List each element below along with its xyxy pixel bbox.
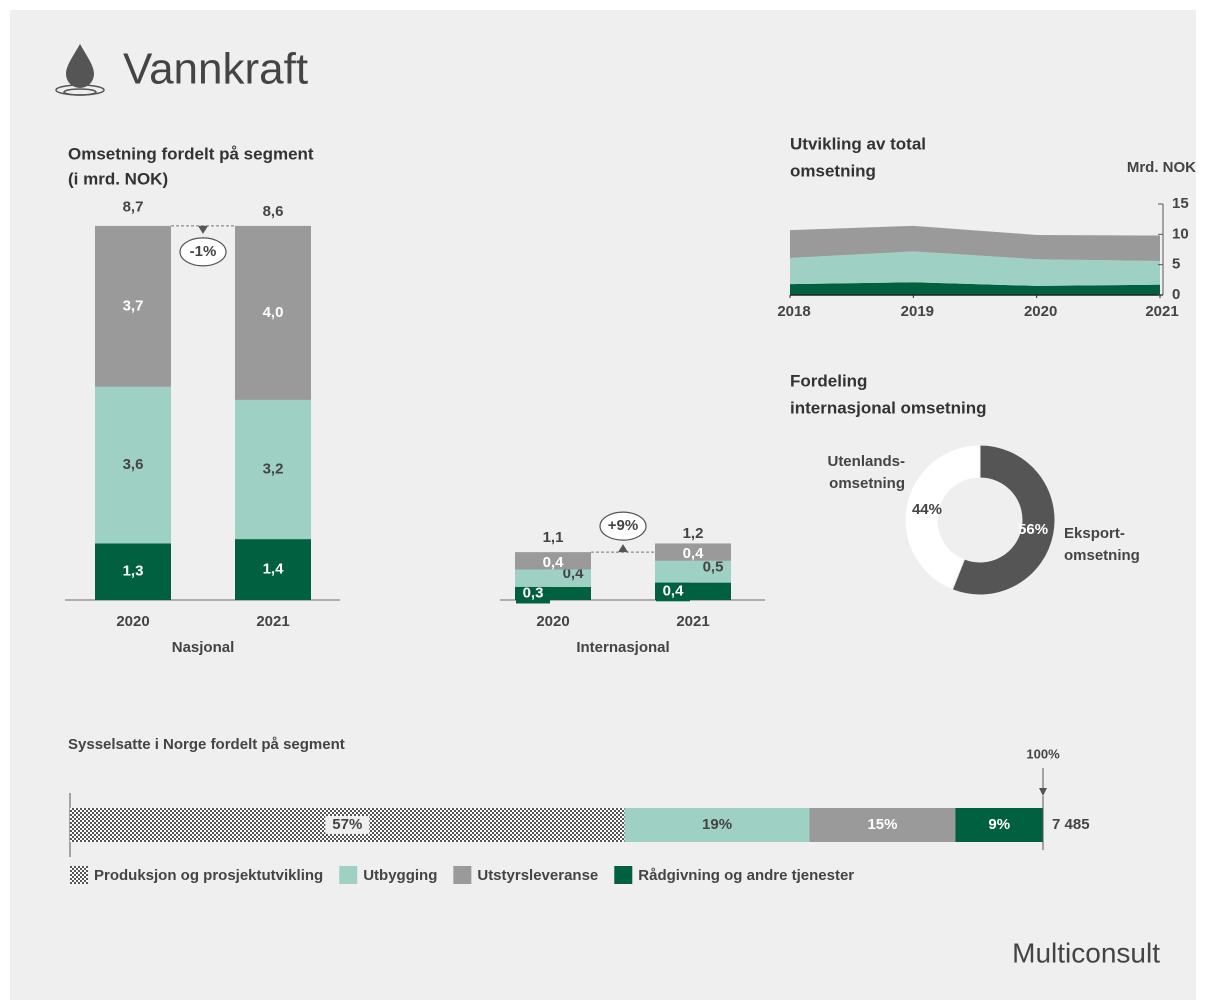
bar-segment — [809, 808, 956, 842]
total-label: 7 485 — [1052, 816, 1090, 833]
area — [790, 282, 1160, 295]
label-bg — [325, 816, 370, 834]
marker-label: 100% — [1026, 746, 1060, 761]
value-label: 3,6 — [123, 456, 144, 473]
label-bg — [656, 581, 690, 602]
bar-segment — [235, 539, 311, 600]
change-label: +9% — [608, 517, 638, 534]
x-tick-label: 2020 — [536, 613, 569, 630]
total-label: 1,1 — [543, 529, 564, 546]
donut-slice — [951, 444, 1056, 596]
area — [790, 251, 1160, 286]
bar-segment — [235, 399, 311, 540]
bar-segment — [95, 543, 171, 600]
change-arrow — [618, 544, 628, 553]
legend-swatch — [453, 866, 472, 884]
legend-label: Rådgivning og andre tjenester — [638, 867, 854, 884]
category-label: omsetning — [1064, 547, 1140, 564]
bar-segment — [95, 225, 171, 387]
value-label: 57% — [332, 816, 362, 833]
group-label: Nasjonal — [172, 639, 235, 656]
x-tick-label: 2019 — [901, 303, 934, 320]
category-label: Utenlands- — [827, 453, 905, 470]
drop-icon — [55, 44, 105, 96]
category-label: omsetning — [829, 475, 905, 492]
x-tick-label: 2021 — [256, 613, 289, 630]
value-label: 0,5 — [703, 559, 724, 576]
value-label: 56% — [1018, 521, 1048, 538]
value-label: 0,4 — [543, 554, 565, 571]
area — [790, 225, 1160, 262]
x-tick-label: 2021 — [1145, 303, 1178, 320]
legend-swatch — [339, 866, 358, 884]
change-bubble — [179, 237, 227, 267]
donut-slice — [904, 444, 981, 591]
value-label: 0,4 — [683, 545, 705, 562]
y-axis-label: Mrd. NOK — [1127, 159, 1196, 176]
bar-segment — [955, 808, 1043, 842]
x-tick-label: 2018 — [777, 303, 810, 320]
value-label: 15% — [867, 816, 897, 833]
chart-title: Omsetning fordelt på segment — [68, 144, 314, 163]
legend-label: Utbygging — [363, 867, 437, 884]
value-label: 1,3 — [123, 563, 144, 580]
label-bg — [516, 583, 550, 604]
bar-segment — [624, 808, 810, 842]
value-label: 0,4 — [663, 582, 685, 599]
change-arrow — [198, 225, 208, 234]
legend-swatch — [70, 866, 88, 884]
group-label: Internasjonal — [576, 639, 669, 656]
page-title: Vannkraft — [123, 45, 308, 94]
y-tick-label: 15 — [1172, 195, 1189, 212]
value-label: 3,7 — [123, 297, 144, 314]
x-tick-label: 2020 — [1024, 303, 1057, 320]
legend-label: Produksjon og prosjektutvikling — [94, 867, 323, 884]
total-label: 1,2 — [683, 525, 704, 542]
x-tick-label: 2020 — [116, 613, 149, 630]
bar-segment — [655, 543, 731, 561]
y-tick-label: 0 — [1172, 286, 1180, 303]
value-label: 19% — [702, 816, 732, 833]
value-label: 1,4 — [263, 561, 285, 578]
x-tick-label: 2021 — [676, 613, 709, 630]
chart-title: Fordeling — [790, 371, 867, 390]
chart-title: Utvikling av total — [790, 134, 926, 153]
value-label: 9% — [988, 816, 1010, 833]
value-label: 3,2 — [263, 460, 284, 477]
chart-title: Sysselsatte i Norge fordelt på segment — [68, 736, 345, 753]
change-label: -1% — [190, 243, 217, 260]
y-tick-label: 10 — [1172, 225, 1189, 242]
total-label: 8,6 — [263, 203, 284, 220]
chart-title: internasjonal omsetning — [790, 398, 986, 417]
value-label: 4,0 — [263, 304, 284, 321]
chart-title: omsetning — [790, 161, 876, 180]
marker-arrowhead — [1039, 788, 1047, 796]
category-label: Eksport- — [1064, 525, 1125, 542]
value-label: 0,3 — [523, 584, 544, 601]
legend-label: Utstyrsleveranse — [477, 867, 598, 884]
value-label: 44% — [912, 501, 942, 518]
logo: Multiconsult — [1012, 937, 1160, 968]
legend-swatch — [614, 866, 633, 884]
bar-segment — [515, 569, 591, 587]
change-bubble — [599, 511, 647, 541]
bar-segment — [655, 560, 731, 583]
y-tick-label: 5 — [1172, 256, 1180, 273]
bar-segment — [95, 386, 171, 544]
bar-segment — [515, 552, 591, 570]
chart-subtitle: (i mrd. NOK) — [68, 169, 168, 188]
total-label: 8,7 — [123, 199, 144, 216]
bar-segment — [235, 225, 311, 400]
